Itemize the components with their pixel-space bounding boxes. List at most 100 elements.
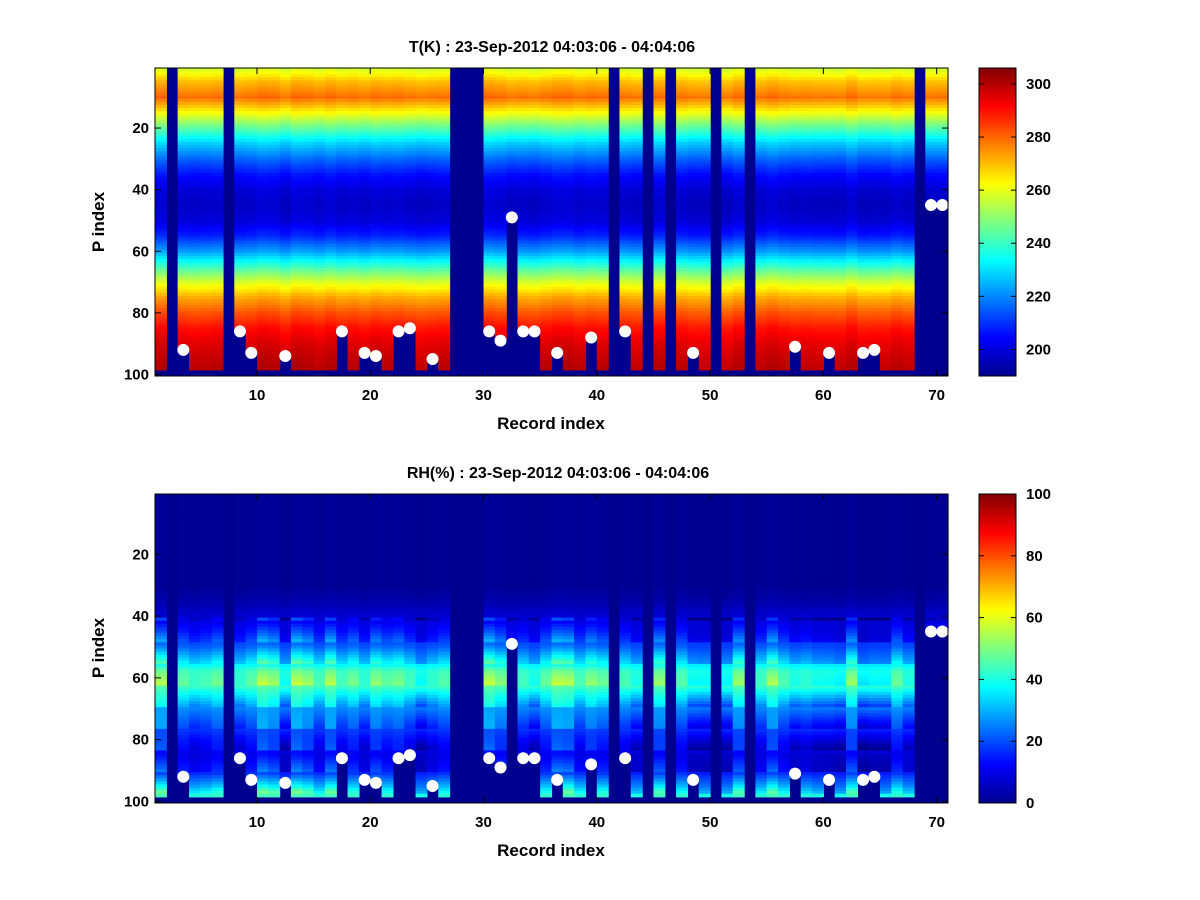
heatmap-cell: [596, 203, 609, 208]
heatmap-cell: [653, 265, 666, 269]
heatmap-cell: [438, 120, 451, 125]
heatmap-cell: [438, 148, 451, 152]
heatmap-column: [438, 68, 451, 371]
heatmap-cell: [676, 83, 689, 88]
heatmap-cell: [687, 172, 700, 177]
heatmap-cell: [256, 135, 269, 140]
heatmap-cell: [528, 126, 541, 131]
heatmap-cell: [630, 314, 643, 319]
heatmap-cell: [676, 163, 689, 168]
heatmap-cell: [336, 172, 349, 177]
heatmap-cell: [268, 228, 281, 232]
heatmap-cell: [313, 95, 326, 100]
heatmap-cell: [177, 104, 190, 109]
heatmap-cell: [698, 132, 711, 137]
heatmap-cell: [290, 308, 303, 312]
heatmap-cell: [721, 126, 734, 131]
heatmap-cell: [415, 114, 428, 118]
heatmap-cell: [188, 323, 201, 328]
heatmap-cell: [290, 104, 303, 109]
heatmap-cell: [370, 302, 383, 306]
heatmap-cell: [789, 228, 802, 232]
heatmap-cell: [732, 68, 745, 72]
heatmap-cell: [188, 280, 201, 285]
heatmap-cell: [630, 191, 643, 195]
heatmap-cell: [279, 92, 292, 97]
heatmap-cell: [404, 145, 417, 149]
heatmap-cell: [676, 283, 689, 288]
heatmap-cell: [370, 295, 383, 300]
heatmap-cell: [211, 354, 224, 359]
heatmap-cell: [370, 138, 383, 143]
heatmap-cell: [789, 311, 802, 315]
heatmap-cell: [302, 265, 315, 269]
heatmap-cell: [234, 141, 247, 146]
heatmap-cell: [324, 363, 337, 368]
heatmap-cell: [551, 104, 564, 109]
heatmap-cell: [200, 151, 213, 155]
heatmap-cell: [698, 117, 711, 121]
heatmap-cell: [200, 203, 213, 208]
heatmap-cell: [256, 114, 269, 118]
heatmap-cell: [687, 117, 700, 121]
heatmap-cell: [585, 163, 598, 168]
heatmap-cell: [721, 231, 734, 235]
heatmap-cell: [812, 249, 824, 254]
heatmap-cell: [630, 203, 643, 208]
heatmap-cell: [279, 71, 292, 75]
heatmap-cell: [676, 305, 689, 309]
heatmap-cell: [336, 203, 349, 208]
heatmap-cell: [506, 117, 519, 121]
heatmap-cell: [812, 117, 824, 121]
heatmap-cell: [177, 252, 190, 257]
heatmap-cell: [313, 108, 326, 112]
heatmap-cell: [619, 311, 632, 315]
heatmap-cell: [528, 231, 541, 235]
heatmap-cell: [155, 166, 167, 171]
heatmap-cell: [256, 234, 269, 238]
heatmap-cell: [732, 342, 745, 346]
heatmap-cell: [596, 160, 609, 165]
heatmap-cell: [313, 151, 326, 155]
heatmap-cell: [687, 289, 700, 294]
heatmap-cell: [755, 218, 768, 223]
heatmap-cell: [732, 200, 745, 205]
heatmap-cell: [358, 80, 371, 84]
heatmap-cell: [551, 188, 564, 192]
heatmap-cell: [211, 181, 224, 186]
heatmap-cell: [778, 77, 790, 81]
heatmap-cell: [653, 225, 666, 229]
heatmap-cell: [528, 191, 541, 195]
heatmap-cell: [268, 169, 281, 174]
heatmap-cell: [415, 289, 428, 294]
heatmap-cell: [392, 212, 405, 217]
heatmap-cell: [596, 314, 609, 319]
heatmap-cell: [823, 197, 836, 202]
heatmap-cell: [256, 212, 269, 217]
heatmap-cell: [234, 86, 247, 91]
heatmap-cell: [381, 246, 394, 251]
heatmap-cell: [619, 178, 632, 183]
heatmap-cell: [200, 98, 213, 103]
heatmap-cell: [211, 326, 224, 331]
heatmap-cell: [188, 138, 201, 143]
heatmap-cell: [653, 228, 666, 232]
heatmap-cell: [800, 212, 813, 217]
heatmap-cell: [392, 218, 405, 223]
heatmap-cell: [755, 249, 768, 254]
heatmap-cell: [268, 339, 281, 343]
heatmap-cell: [528, 200, 541, 205]
heatmap-cell: [766, 135, 779, 140]
heatmap-cell: [528, 104, 541, 109]
heatmap-cell: [415, 163, 428, 168]
heatmap-cell: [279, 151, 292, 155]
heatmap-cell: [619, 138, 632, 143]
heatmap-cell: [619, 95, 632, 100]
heatmap-cell: [347, 228, 360, 232]
heatmap-cell: [426, 123, 439, 128]
heatmap-cell: [324, 175, 337, 180]
heatmap-cell: [313, 342, 326, 346]
heatmap-cell: [347, 274, 360, 279]
heatmap-cell: [630, 145, 643, 149]
heatmap-cell: [177, 89, 190, 94]
